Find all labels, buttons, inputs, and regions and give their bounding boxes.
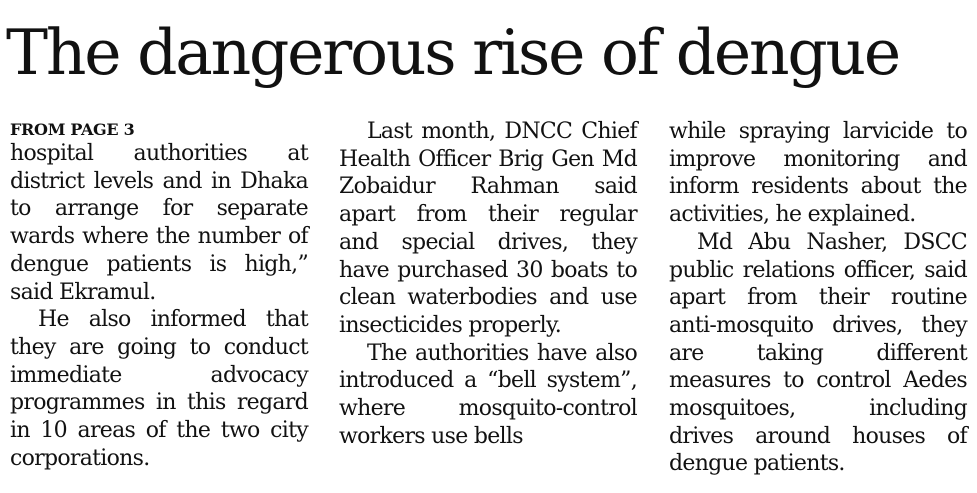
paragraph: He also informed that they are going to … (10, 307, 309, 471)
paragraph: Md Abu Nasher, DSCC public relations off… (669, 229, 968, 477)
paragraph: hospital authorities at district levels … (10, 141, 309, 305)
paragraph: while spraying larvicide to improve moni… (669, 119, 968, 228)
article-column-1: FROM PAGE 3 hospital authorities at dist… (10, 118, 309, 472)
headline: The dangerous rise of dengue (6, 16, 901, 89)
continuation-kicker: FROM PAGE 3 (10, 120, 135, 139)
article-column-3: while spraying larvicide to improve moni… (669, 118, 968, 478)
paragraph: Last month, DNCC Chief Health Officer Br… (339, 119, 638, 338)
article-column-2: Last month, DNCC Chief Health Officer Br… (339, 118, 638, 450)
paragraph: The authorities have also introduced a “… (339, 340, 638, 449)
